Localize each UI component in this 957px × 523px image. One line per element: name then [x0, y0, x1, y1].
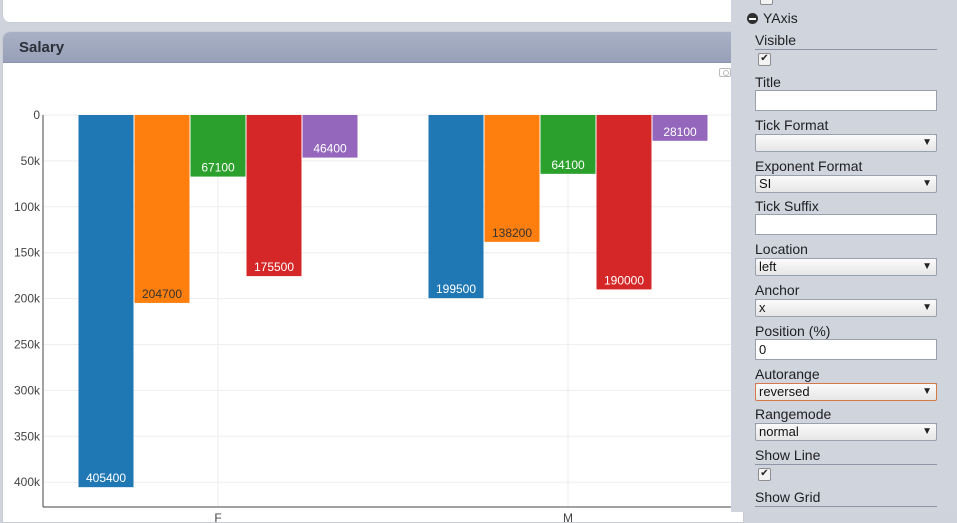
- y-tick-label: 350k: [14, 429, 41, 443]
- bar-value-label: 67100: [201, 161, 235, 175]
- show-line-checkbox[interactable]: ✔: [758, 468, 771, 481]
- chevron-down-icon: ▼: [922, 261, 932, 272]
- visible-label: Visible: [755, 32, 937, 50]
- autorange-select[interactable]: reversed ▼: [755, 383, 937, 401]
- top-panel: [2, 0, 744, 23]
- bar[interactable]: [652, 115, 708, 141]
- x-tick-label: F: [214, 511, 221, 522]
- collapse-minus-icon[interactable]: [747, 13, 758, 24]
- chart-panel-title: Salary: [19, 39, 65, 56]
- bar-value-label: 138200: [492, 226, 532, 240]
- autorange-label: Autorange: [755, 366, 937, 384]
- tick-suffix-input[interactable]: [755, 214, 937, 235]
- position-field: Position (%) 0: [755, 323, 937, 360]
- check-mark-icon: ✔: [760, 468, 769, 479]
- bar-value-label: 28100: [663, 125, 697, 139]
- show-grid-field: Show Grid: [755, 489, 937, 507]
- exponent-format-field: Exponent Format SI ▼: [755, 158, 937, 193]
- bar[interactable]: [484, 115, 540, 242]
- bar[interactable]: [190, 115, 246, 177]
- bar-value-label: 204700: [142, 287, 182, 301]
- bar-value-label: 190000: [604, 273, 644, 287]
- yaxis-section-header[interactable]: YAxis: [747, 10, 798, 26]
- autorange-value: reversed: [759, 384, 810, 399]
- bar-value-label: 199500: [436, 282, 476, 296]
- bar[interactable]: [78, 115, 134, 488]
- chevron-down-icon: ▼: [922, 386, 932, 397]
- anchor-value: x: [759, 300, 766, 315]
- location-field: Location left ▼: [755, 241, 937, 276]
- chart-panel-header[interactable]: [3, 32, 743, 63]
- title-input[interactable]: [755, 90, 937, 111]
- bar[interactable]: [302, 115, 358, 158]
- exponent-format-label: Exponent Format: [755, 158, 937, 176]
- exponent-format-value: SI: [759, 176, 772, 191]
- exponent-format-select[interactable]: SI ▼: [755, 175, 937, 193]
- tick-format-select[interactable]: ▼: [755, 134, 937, 152]
- rangemode-value: normal: [759, 424, 799, 439]
- y-tick-label: 300k: [14, 383, 41, 397]
- y-tick-label: 250k: [14, 338, 41, 352]
- yaxis-section-label: YAxis: [763, 10, 798, 26]
- chevron-down-icon: ▼: [922, 302, 932, 313]
- bar[interactable]: [246, 115, 302, 277]
- y-tick-label: 150k: [14, 246, 41, 260]
- rangemode-label: Rangemode: [755, 406, 937, 424]
- bar-value-label: 405400: [86, 471, 126, 485]
- y-tick-label: 400k: [14, 475, 41, 489]
- visible-checkbox[interactable]: ✔: [758, 53, 771, 66]
- check-mark-icon: ✔: [760, 53, 769, 64]
- tick-suffix-field: Tick Suffix: [755, 198, 937, 235]
- chevron-down-icon: ▼: [922, 137, 932, 148]
- show-grid-label: Show Grid: [755, 489, 937, 507]
- location-select[interactable]: left ▼: [755, 258, 937, 276]
- bar[interactable]: [134, 115, 190, 303]
- bar[interactable]: [596, 115, 652, 290]
- y-tick-label: 0: [33, 108, 40, 122]
- bar-value-label: 175500: [254, 260, 294, 274]
- bar-value-label: 46400: [313, 142, 347, 156]
- yaxis-settings-panel: YAxis Visible ✔ Title Tick Format ▼ Expo…: [731, 0, 957, 512]
- anchor-select[interactable]: x ▼: [755, 299, 937, 317]
- autorange-field: Autorange reversed ▼: [755, 366, 937, 401]
- y-tick-label: 100k: [14, 200, 41, 214]
- bar-value-label: 64100: [551, 158, 585, 172]
- show-line-field: Show Line ✔: [755, 447, 937, 481]
- chevron-down-icon: ▼: [922, 426, 932, 437]
- rangemode-field: Rangemode normal ▼: [755, 406, 937, 441]
- title-field: Title: [755, 74, 937, 111]
- y-tick-label: 200k: [14, 292, 41, 306]
- tick-format-label: Tick Format: [755, 117, 937, 135]
- x-tick-label: M: [563, 511, 573, 522]
- bar[interactable]: [540, 115, 596, 174]
- location-value: left: [759, 259, 777, 274]
- anchor-label: Anchor: [755, 282, 937, 300]
- rangemode-select[interactable]: normal ▼: [755, 423, 937, 441]
- camera-icon[interactable]: [719, 68, 731, 77]
- chevron-down-icon: ▼: [922, 178, 932, 189]
- y-tick-label: 50k: [21, 154, 41, 168]
- position-input[interactable]: 0: [755, 339, 937, 360]
- show-line-label: Show Line: [755, 447, 937, 465]
- bar[interactable]: [428, 115, 484, 299]
- chart-panel: Salary 0 50k 100k 150k 200k 250k 300k 350k 400k 4…: [2, 31, 744, 523]
- tick-format-field: Tick Format ▼: [755, 117, 937, 152]
- visible-field: Visible ✔: [755, 32, 937, 66]
- location-label: Location: [755, 241, 937, 259]
- top-checkbox[interactable]: [760, 0, 773, 5]
- salary-bar-chart: 0 50k 100k 150k 200k 250k 300k 350k 400k 405400 20…: [14, 108, 743, 522]
- anchor-field: Anchor x ▼: [755, 282, 937, 317]
